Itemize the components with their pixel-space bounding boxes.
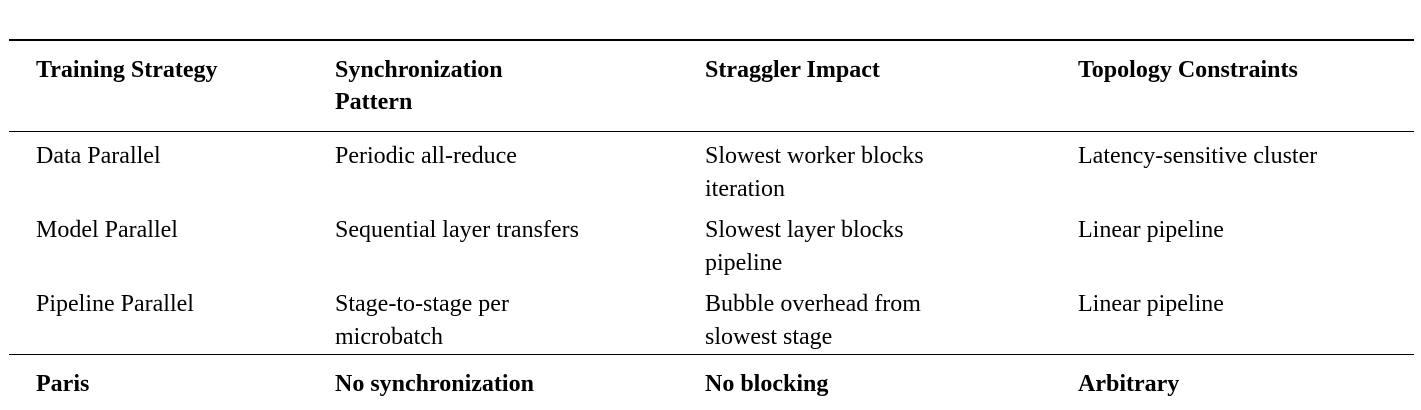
table-cell: Linear pipeline — [1078, 280, 1414, 355]
cell-text: Sequential layer transfers — [335, 217, 579, 243]
column-header-label: Synchronization Pattern — [335, 57, 503, 115]
table-cell: Slowest worker blocks iteration — [705, 132, 1078, 207]
table-cell: Linear pipeline — [1078, 206, 1414, 280]
comparison-table: Training Strategy Synchronization Patter… — [9, 39, 1414, 410]
table-row-model-parallel: Model Parallel Sequential layer transfer… — [9, 206, 1414, 280]
table-row-pipeline-parallel: Pipeline Parallel Stage-to-stage per mic… — [9, 280, 1414, 355]
cell-text: Data Parallel — [36, 143, 161, 169]
table-cell: Stage-to-stage per microbatch — [335, 280, 705, 355]
cell-text: Pipeline Parallel — [36, 291, 194, 317]
table-cell: No blocking — [705, 355, 1078, 410]
cell-text: Latency-sensitive cluster — [1078, 143, 1318, 169]
cell-text: Stage-to-stage per microbatch — [335, 291, 509, 350]
table-cell: Pipeline Parallel — [9, 280, 335, 355]
cell-text: Linear pipeline — [1078, 291, 1224, 317]
cell-text: No synchronization — [335, 371, 534, 397]
column-header-training-strategy: Training Strategy — [9, 40, 335, 132]
table-cell: Periodic all-reduce — [335, 132, 705, 207]
cell-text: Arbitrary — [1078, 371, 1180, 397]
cell-text: No blocking — [705, 371, 829, 397]
cell-text: Paris — [36, 371, 90, 397]
column-header-topology-constraints: Topology Constraints — [1078, 40, 1414, 132]
table-cell: Bubble overhead from slowest stage — [705, 280, 1078, 355]
table-cell: Model Parallel — [9, 206, 335, 280]
cell-text: Slowest worker blocks iteration — [705, 143, 924, 202]
table-cell: No synchronization — [335, 355, 705, 410]
cell-text: Bubble overhead from slowest stage — [705, 291, 921, 350]
column-header-label: Training Strategy — [36, 57, 218, 83]
column-header-synchronization-pattern: Synchronization Pattern — [335, 40, 705, 132]
table-cell: Latency-sensitive cluster — [1078, 132, 1414, 207]
cell-text: Model Parallel — [36, 217, 178, 243]
table-row-paris-highlight: Paris No synchronization No blocking Arb… — [9, 354, 1414, 410]
cell-text: Slowest layer blocks pipeline — [705, 217, 904, 276]
table-cell: Data Parallel — [9, 132, 335, 207]
table-cell: Paris — [9, 355, 335, 410]
column-header-straggler-impact: Straggler Impact — [705, 40, 1078, 132]
table-cell: Sequential layer transfers — [335, 206, 705, 280]
cell-text: Linear pipeline — [1078, 217, 1224, 243]
column-header-label: Topology Constraints — [1078, 57, 1298, 83]
table-cell: Arbitrary — [1078, 355, 1414, 410]
table-cell: Slowest layer blocks pipeline — [705, 206, 1078, 280]
header-row: Training Strategy Synchronization Patter… — [9, 40, 1414, 132]
cell-text: Periodic all-reduce — [335, 143, 517, 169]
column-header-label: Straggler Impact — [705, 57, 880, 83]
table-row-data-parallel: Data Parallel Periodic all-reduce Slowes… — [9, 132, 1414, 207]
